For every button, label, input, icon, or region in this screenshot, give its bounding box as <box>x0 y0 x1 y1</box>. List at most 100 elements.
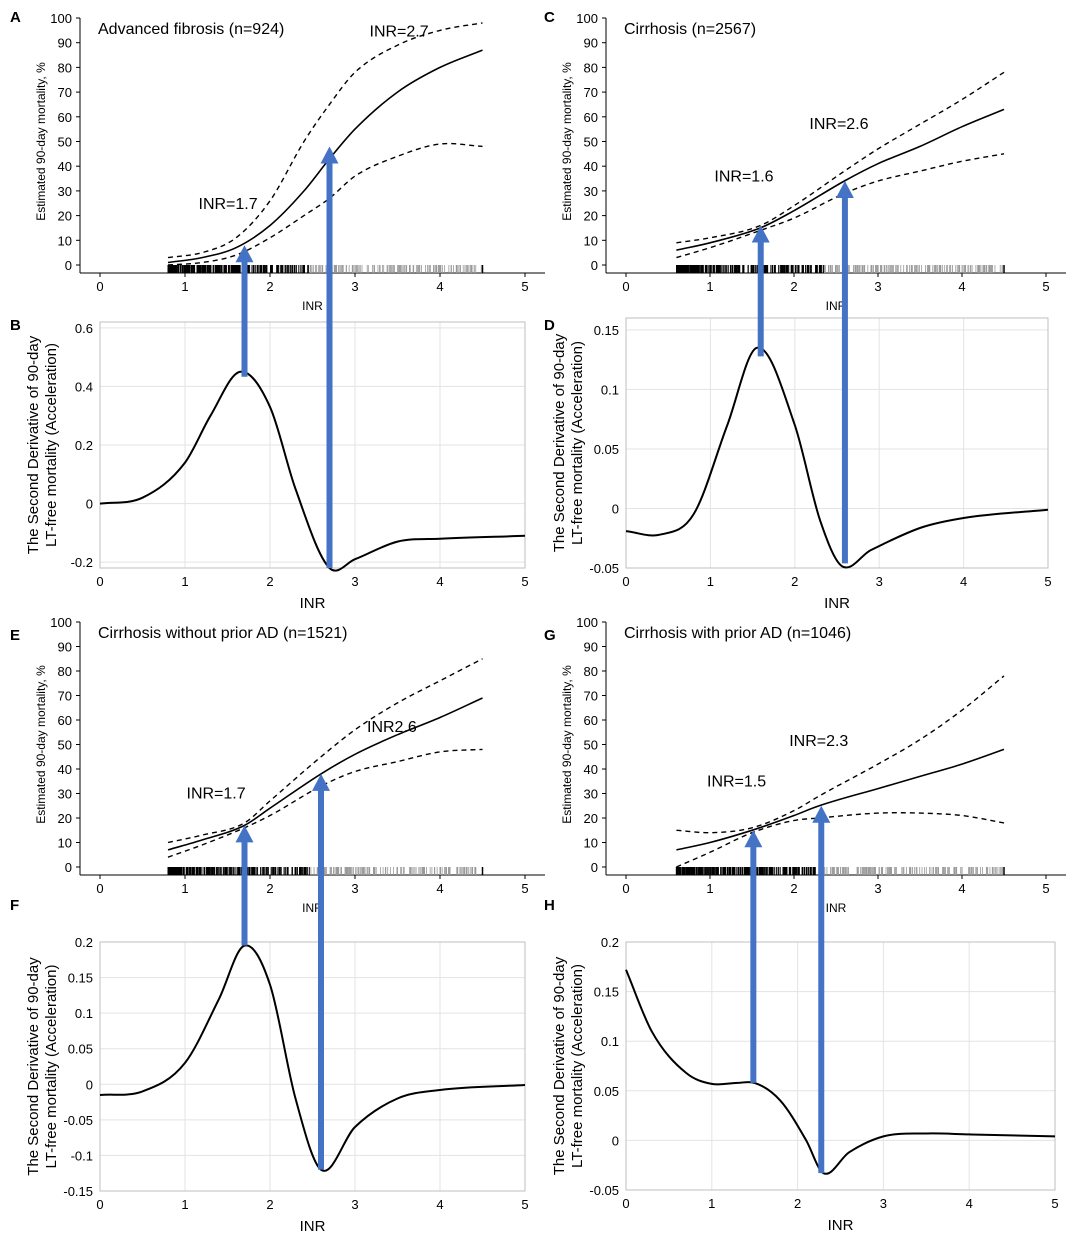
arrow-inr-head <box>320 146 339 164</box>
y-tick-label: 80 <box>584 60 598 75</box>
x-tick-label: 3 <box>351 881 358 896</box>
panel-letter: C <box>544 9 555 26</box>
series-line-ci <box>676 812 1005 868</box>
y-axis-label-line: The Second Derivative of 90-day <box>25 957 42 1176</box>
y-axis-label-line: The Second Derivative of 90-day <box>551 333 568 552</box>
y-tick-label: 40 <box>58 159 72 174</box>
y-tick-label: 0 <box>591 860 598 875</box>
arrow-inr-head <box>751 225 770 243</box>
y-tick-label: 0.15 <box>594 323 619 338</box>
y-tick-label: 50 <box>58 738 72 753</box>
x-tick-label: 5 <box>521 881 528 896</box>
x-tick-label: 4 <box>960 574 967 589</box>
y-tick-label: 20 <box>584 811 598 826</box>
x-tick-label: 0 <box>96 1197 103 1212</box>
arrow-inr-head <box>835 181 854 199</box>
y-tick-label: 0 <box>612 501 619 516</box>
chart-title: Cirrhosis without prior AD (n=1521) <box>98 625 347 642</box>
annotation-label: INR=1.7 <box>187 785 246 802</box>
y-tick-label: 60 <box>58 110 72 125</box>
arrow-inr-head <box>312 773 330 791</box>
plot-frame <box>99 321 526 569</box>
plot-frame <box>625 317 1049 569</box>
x-tick-label: 1 <box>181 279 188 294</box>
y-tick-label: 0.1 <box>601 1034 619 1049</box>
annotation-label: INR=2.3 <box>789 733 848 750</box>
arrow-inr-head <box>235 825 254 843</box>
chart-title: Cirrhosis (n=2567) <box>624 21 756 38</box>
x-tick-label: 2 <box>794 1196 801 1211</box>
y-tick-label: 0.05 <box>594 442 619 457</box>
x-axis-label: INR <box>300 1218 326 1234</box>
x-tick-label: 1 <box>181 574 188 589</box>
y-tick-label: 30 <box>584 184 598 199</box>
plot-frame <box>625 941 1056 1191</box>
x-tick-label: 5 <box>1042 881 1049 896</box>
chart-title: Cirrhosis with prior AD (n=1046) <box>624 625 851 642</box>
y-tick-label: 10 <box>584 233 598 248</box>
y-tick-label: 80 <box>58 664 72 679</box>
x-tick-label: 1 <box>181 881 188 896</box>
x-tick-label: 0 <box>96 881 103 896</box>
y-tick-label: 0.2 <box>75 438 93 453</box>
y-tick-label: 0.6 <box>75 321 93 336</box>
y-tick-label: 80 <box>584 664 598 679</box>
y-tick-label: 10 <box>58 233 72 248</box>
series-line-ci <box>167 142 483 266</box>
panel-letter: F <box>10 897 19 914</box>
rug-plot <box>167 265 484 273</box>
x-tick-label: 1 <box>707 574 714 589</box>
y-tick-label: -0.1 <box>71 1148 93 1163</box>
x-axis-label: INR <box>826 901 847 915</box>
x-tick-label: 5 <box>1051 1196 1058 1211</box>
y-tick-label: 0.15 <box>594 985 619 1000</box>
y-tick-label: 0 <box>65 860 72 875</box>
panel-e: E0 1 2 3 4 50102030405060708090100INREstimate… <box>10 615 545 915</box>
y-axis-label-line: The Second Derivative of 90-day <box>25 335 42 554</box>
y-tick-label: 0.2 <box>75 935 93 950</box>
x-axis-label: INR <box>302 299 323 313</box>
y-tick-label: 0 <box>86 497 93 512</box>
y-tick-label: 100 <box>576 11 598 26</box>
series-line <box>625 346 1049 569</box>
y-axis-label-line: The Second Derivative of 90-day <box>551 956 568 1175</box>
x-tick-label: 3 <box>874 881 881 896</box>
y-tick-label: 20 <box>584 209 598 224</box>
x-tick-label: 0 <box>622 881 629 896</box>
x-tick-label: 4 <box>958 279 965 294</box>
y-tick-label: 0.05 <box>68 1042 93 1057</box>
y-tick-label: 10 <box>58 836 72 851</box>
annotation-label: INR2.6 <box>367 719 417 736</box>
x-tick-label: 2 <box>266 279 273 294</box>
panel-letter: D <box>544 317 555 334</box>
arrow-inr-head <box>812 805 831 823</box>
y-tick-label: -0.05 <box>589 561 619 576</box>
series-line-estimate <box>676 748 1005 851</box>
y-axis-label: The Second Derivative of 90-dayLT-free m… <box>25 335 60 554</box>
panel-letter: G <box>544 627 556 644</box>
x-tick-label: 3 <box>876 574 883 589</box>
y-tick-label: -0.05 <box>589 1183 619 1198</box>
y-tick-label: 80 <box>58 60 72 75</box>
y-axis-label: Estimated 90-day mortality, % <box>560 665 574 824</box>
y-tick-label: 50 <box>584 738 598 753</box>
chart-title: Advanced fibrosis (n=924) <box>98 21 284 38</box>
y-tick-label: -0.2 <box>71 555 93 570</box>
x-tick-label: 3 <box>880 1196 887 1211</box>
x-axis-label: INR <box>824 595 850 612</box>
panel-f: F 0 1 2 3 4 5 -0.15 -0.1 -0.05 0 0.05 0.1 0.15 0.2 INR T… <box>10 897 529 1234</box>
y-tick-label: 20 <box>58 209 72 224</box>
x-tick-label: 2 <box>790 881 797 896</box>
annotation-label: INR=1.5 <box>707 773 766 790</box>
y-tick-label: 0 <box>591 258 598 273</box>
x-axis-label: INR <box>828 1217 854 1234</box>
annotation-label: INR=2.6 <box>809 116 868 133</box>
y-tick-label: 70 <box>584 85 598 100</box>
x-tick-label: 5 <box>1042 279 1049 294</box>
annotation-label: INR=2.7 <box>370 23 429 40</box>
x-tick-label: 3 <box>874 279 881 294</box>
y-axis-label-line: LT-free mortality (Acceleration) <box>569 341 586 545</box>
x-tick-label: 4 <box>966 1196 973 1211</box>
